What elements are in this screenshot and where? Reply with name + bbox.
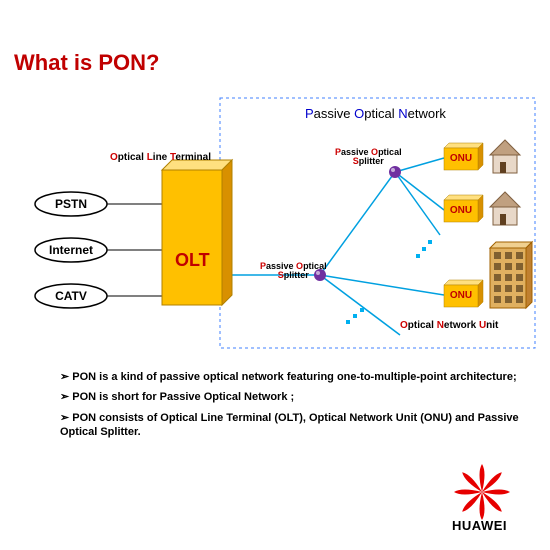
splitter-label-0: Passive OpticalSplitter: [260, 262, 327, 281]
olt-label: Optical Line Terminal: [110, 152, 211, 163]
onu-text-0: ONU: [444, 153, 478, 164]
bullet-item: ➢ PON is short for Passive Optical Netwo…: [60, 390, 520, 404]
logo-text: HUAWEI: [452, 518, 507, 533]
bullet-list: ➢ PON is a kind of passive optical netwo…: [60, 370, 520, 445]
page-title: What is PON?: [14, 50, 159, 76]
onu-text-2: ONU: [444, 290, 478, 301]
bullet-item: ➢ PON consists of Optical Line Terminal …: [60, 411, 520, 440]
pon-label: Passive Optical Network: [305, 106, 446, 121]
input-PSTN: PSTN: [35, 197, 107, 211]
bullet-item: ➢ PON is a kind of passive optical netwo…: [60, 370, 520, 384]
input-CATV: CATV: [35, 289, 107, 303]
splitter-label-1: Passive OpticalSplitter: [335, 148, 402, 167]
olt-text: OLT: [175, 250, 210, 271]
onu-text-1: ONU: [444, 205, 478, 216]
onu-label: Optical Network Unit: [400, 320, 498, 331]
input-Internet: Internet: [35, 243, 107, 257]
